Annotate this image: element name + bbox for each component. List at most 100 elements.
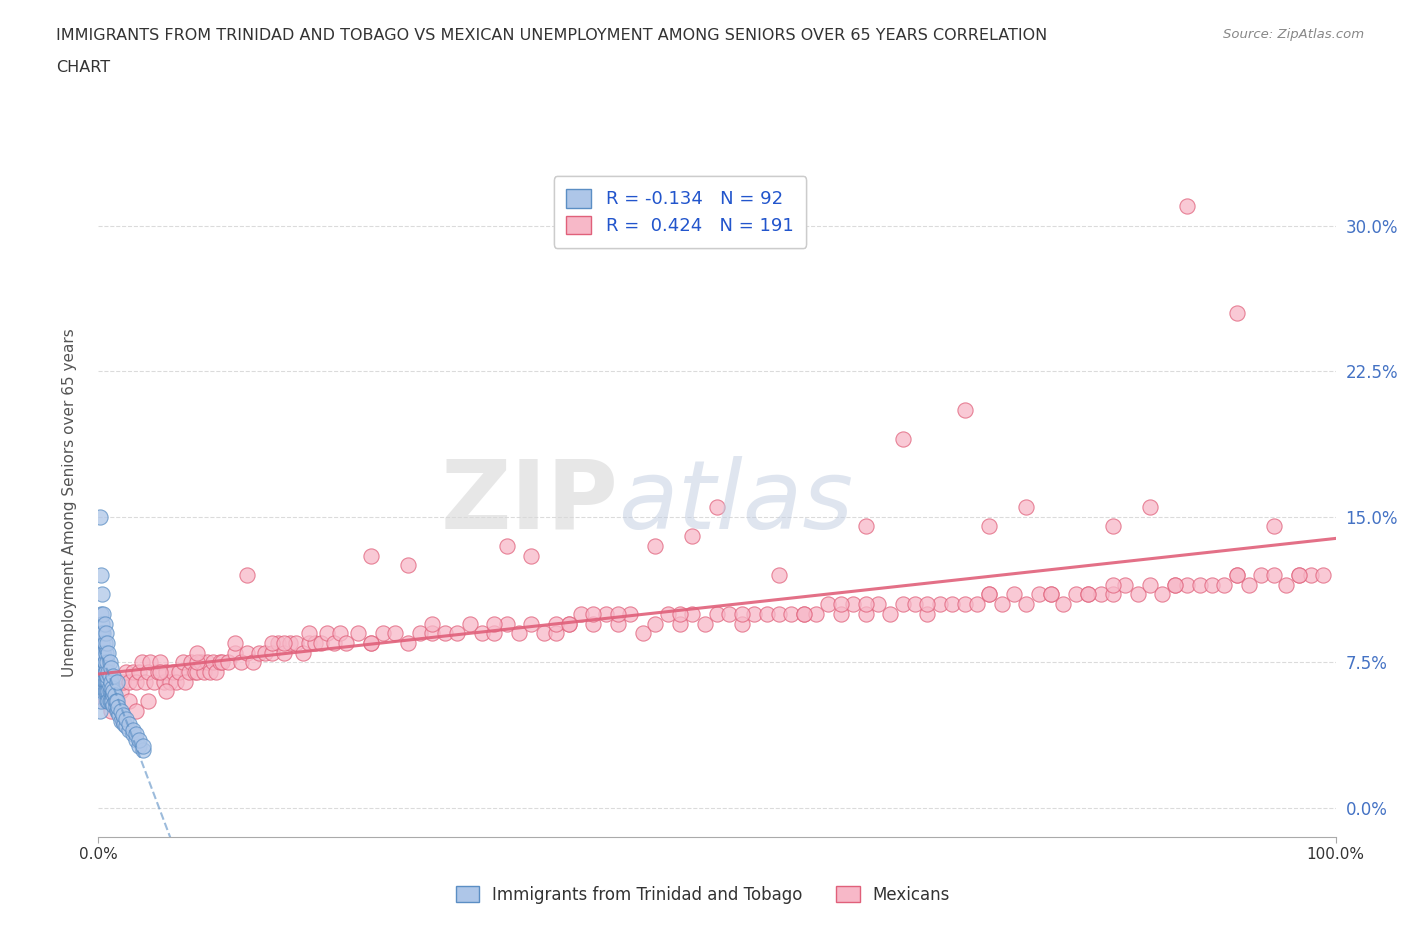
Point <box>93 665 115 680</box>
Point <box>254 645 277 660</box>
Point <box>309 635 332 650</box>
Point <box>681 529 703 544</box>
Point <box>98 669 121 684</box>
Point <box>105 694 128 709</box>
Point <box>742 606 765 621</box>
Point <box>1139 578 1161 592</box>
Point <box>97 684 120 698</box>
Point <box>193 665 215 680</box>
Point <box>1263 519 1285 534</box>
Point <box>291 645 314 660</box>
Point <box>278 635 301 650</box>
Point <box>1077 587 1099 602</box>
Point <box>132 738 155 753</box>
Point <box>236 645 259 660</box>
Point <box>94 684 117 698</box>
Point <box>132 742 155 757</box>
Point <box>1201 578 1223 592</box>
Point <box>595 606 617 621</box>
Point <box>966 597 988 612</box>
Point <box>396 558 419 573</box>
Point <box>904 597 927 612</box>
Point <box>1288 567 1310 582</box>
Point <box>273 635 295 650</box>
Point <box>107 703 129 718</box>
Point <box>128 738 150 753</box>
Point <box>396 635 419 650</box>
Point <box>105 674 128 689</box>
Point <box>631 626 654 641</box>
Point <box>184 665 207 680</box>
Point <box>90 567 112 582</box>
Point <box>360 635 382 650</box>
Point <box>100 660 122 675</box>
Point <box>128 665 150 680</box>
Point <box>104 694 127 709</box>
Point <box>644 538 666 553</box>
Point <box>495 538 517 553</box>
Point <box>768 567 790 582</box>
Point <box>93 626 115 641</box>
Point <box>91 626 114 641</box>
Point <box>247 645 270 660</box>
Point <box>928 597 950 612</box>
Point <box>112 708 135 723</box>
Point <box>134 674 156 689</box>
Point <box>446 626 468 641</box>
Point <box>1288 567 1310 582</box>
Point <box>93 694 115 709</box>
Legend: R = -0.134   N = 92, R =  0.424   N = 191: R = -0.134 N = 92, R = 0.424 N = 191 <box>554 177 806 247</box>
Point <box>1213 578 1236 592</box>
Point <box>669 606 692 621</box>
Point <box>112 717 135 732</box>
Point <box>114 711 136 726</box>
Point <box>195 655 218 670</box>
Point <box>260 635 283 650</box>
Point <box>979 587 1001 602</box>
Point <box>755 606 778 621</box>
Point <box>93 684 115 698</box>
Point <box>1126 587 1149 602</box>
Point <box>91 665 114 680</box>
Point <box>118 723 141 737</box>
Point <box>112 674 135 689</box>
Point <box>1275 578 1298 592</box>
Point <box>93 655 115 670</box>
Point <box>97 684 120 698</box>
Point <box>98 655 121 670</box>
Point <box>693 616 716 631</box>
Point <box>97 665 120 680</box>
Point <box>139 655 162 670</box>
Point <box>347 626 370 641</box>
Point <box>669 616 692 631</box>
Point <box>1102 587 1125 602</box>
Point <box>159 674 181 689</box>
Point <box>91 587 114 602</box>
Point <box>124 703 146 718</box>
Point <box>619 606 641 621</box>
Point <box>941 597 963 612</box>
Point <box>108 708 131 723</box>
Point <box>93 665 115 680</box>
Text: Source: ZipAtlas.com: Source: ZipAtlas.com <box>1223 28 1364 41</box>
Point <box>208 655 231 670</box>
Text: ZIP: ZIP <box>440 456 619 549</box>
Point <box>979 587 1001 602</box>
Point <box>174 674 197 689</box>
Point <box>103 698 125 712</box>
Point <box>90 626 112 641</box>
Point <box>484 616 506 631</box>
Point <box>146 665 169 680</box>
Point <box>508 626 530 641</box>
Point <box>98 678 121 693</box>
Point <box>105 674 128 689</box>
Point <box>89 703 111 718</box>
Point <box>879 606 901 621</box>
Point <box>143 674 166 689</box>
Point <box>124 674 146 689</box>
Point <box>569 606 592 621</box>
Point <box>217 655 239 670</box>
Point <box>1175 199 1198 214</box>
Point <box>780 606 803 621</box>
Point <box>495 616 517 631</box>
